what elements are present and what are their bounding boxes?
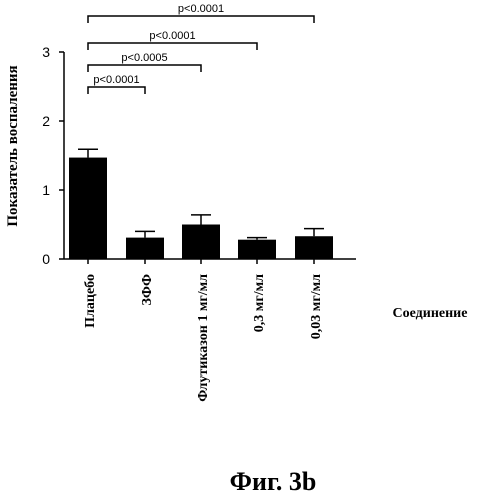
significance-label: p<0.0005 <box>121 52 167 64</box>
x-tick-label: 0,03 мг/мл <box>309 274 324 339</box>
significance-bracket <box>88 43 257 50</box>
significance-label: p<0.0001 <box>149 30 195 42</box>
significance-label: p<0.0001 <box>178 3 224 15</box>
plot-area: 0 1 2 3 Плацебо ЗФФ Флутиказон 1 мг/мл 0,3 мг/м… <box>42 3 356 402</box>
bar <box>69 158 107 259</box>
x-tick-label: 0,3 мг/мл <box>252 274 267 332</box>
y-tick-label: 3 <box>42 44 50 60</box>
x-tick-label: Флутиказон 1 мг/мл <box>196 274 211 402</box>
y-tick-label: 2 <box>42 113 50 129</box>
significance-bracket <box>88 87 145 94</box>
figure-caption: Фиг. 3b <box>230 467 317 496</box>
y-tick-label: 0 <box>42 251 50 267</box>
bar <box>182 225 220 260</box>
bar <box>238 240 276 259</box>
bar <box>126 238 164 259</box>
y-axis-label: Показатель воспаления <box>5 65 21 226</box>
bar <box>295 236 333 259</box>
significance-bracket <box>88 16 314 23</box>
x-tick-label: Плацебо <box>83 274 98 328</box>
y-tick-label: 1 <box>42 182 50 198</box>
x-tick-label: ЗФФ <box>140 274 155 305</box>
significance-bracket <box>88 65 201 72</box>
x-axis-label: Соединение <box>393 306 468 321</box>
significance-label: p<0.0001 <box>93 74 139 86</box>
